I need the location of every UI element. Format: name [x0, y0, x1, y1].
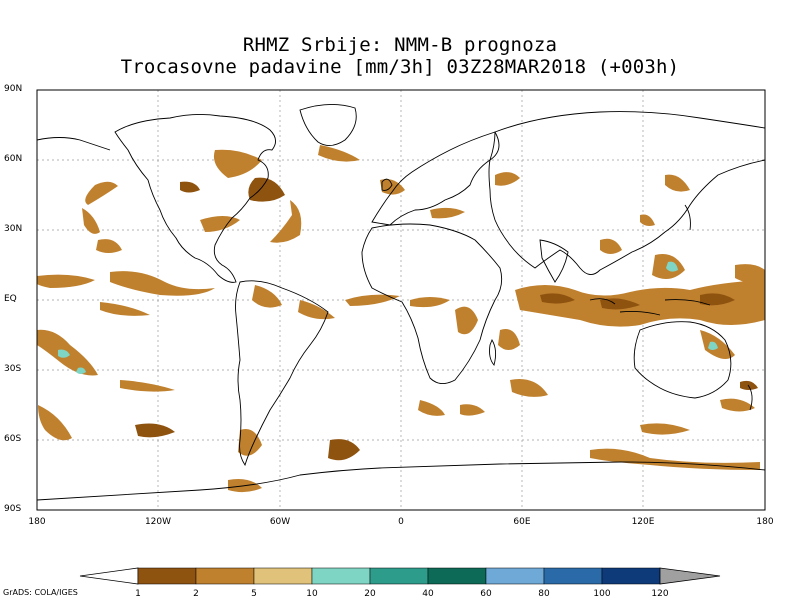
colorbar-box-4 — [311, 567, 371, 585]
lat-label-30n: 30N — [4, 224, 23, 234]
coastlines — [36, 104, 766, 501]
colorbar-label-120: 120 — [651, 589, 669, 599]
colorbar — [79, 567, 721, 585]
precipitation-shading — [37, 145, 765, 493]
colorbar-label-40: 40 — [422, 589, 434, 599]
colorbar-over-arrow — [659, 567, 721, 585]
lat-label-60n: 60N — [4, 154, 23, 164]
map-border — [36, 89, 766, 511]
colorbar-label-100: 100 — [593, 589, 611, 599]
colorbar-box-7 — [485, 567, 545, 585]
lon-label-60e: 60E — [513, 517, 531, 527]
colorbar-box-9 — [601, 567, 661, 585]
lat-label-eq: EQ — [4, 294, 17, 304]
colorbar-under-arrow — [79, 567, 139, 585]
lat-label-90n: 90N — [4, 84, 23, 94]
colorbar-box-1 — [137, 567, 197, 585]
colorbar-label-20: 20 — [364, 589, 376, 599]
lon-label-180e: 180 — [756, 517, 774, 527]
lon-label-0: 0 — [398, 517, 404, 527]
grads-credit: GrADS: COLA/IGES — [3, 588, 78, 597]
title-line-1: RHMZ Srbije: NMM-B prognoza — [242, 34, 558, 56]
colorbar-label-1: 1 — [135, 589, 141, 599]
colorbar-label-10: 10 — [306, 589, 318, 599]
title-line-2: Trocasovne padavine [mm/3h] 03Z28MAR2018… — [120, 56, 680, 78]
colorbar-box-6 — [427, 567, 487, 585]
colorbar-box-5 — [369, 567, 429, 585]
colorbar-box-2 — [195, 567, 255, 585]
colorbar-label-60: 60 — [480, 589, 492, 599]
lon-label-180w: 180 — [28, 517, 46, 527]
colorbar-label-80: 80 — [538, 589, 550, 599]
colorbar-box-8 — [543, 567, 603, 585]
lon-label-120e: 120E — [631, 517, 655, 527]
lon-label-120w: 120W — [144, 517, 172, 527]
colorbar-box-3 — [253, 567, 313, 585]
colorbar-label-5: 5 — [251, 589, 257, 599]
lon-label-60w: 60W — [269, 517, 291, 527]
colorbar-label-2: 2 — [193, 589, 199, 599]
lat-label-60s: 60S — [4, 434, 22, 444]
lat-label-30s: 30S — [4, 364, 22, 374]
lat-label-90s: 90S — [4, 504, 22, 514]
